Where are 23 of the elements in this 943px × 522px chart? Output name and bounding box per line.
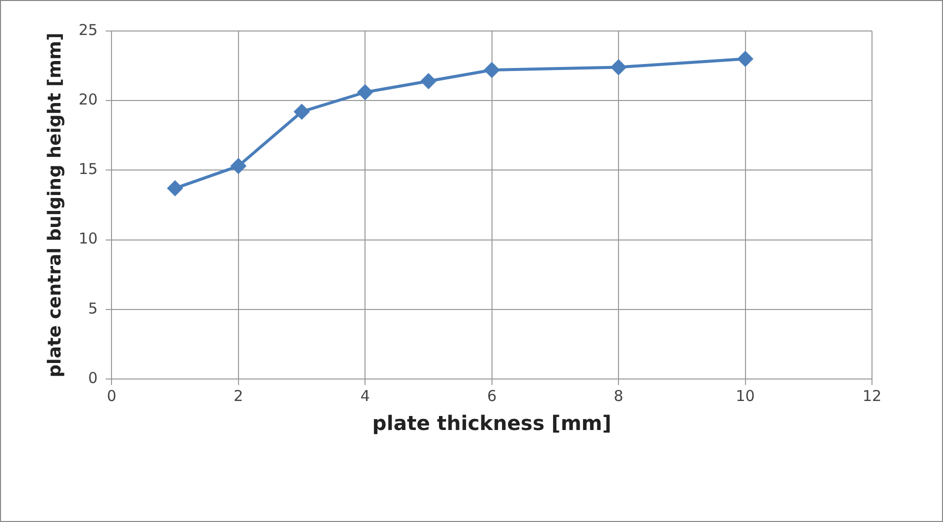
x-tick-label: 10 [736,386,755,405]
x-tick-label: 6 [487,386,497,405]
x-tick-label: 0 [106,386,116,405]
point [230,158,246,174]
y-tick-label: 5 [88,299,98,318]
y-tick-label: 10 [78,230,98,248]
point [738,51,753,66]
x-tick-label: 4 [360,386,370,405]
point [294,104,310,120]
x-tick-label: 2 [234,386,244,405]
y-axis-title: plate central bulging height [mm] [44,32,66,378]
point [168,180,183,196]
point [358,84,373,100]
point [420,74,436,89]
y-tick-label: 20 [78,90,98,108]
point [611,60,626,75]
x-tick-label: 12 [862,386,882,405]
y-tick-label: 0 [88,368,98,387]
point [484,62,500,78]
y-tick-label: 25 [78,20,98,39]
y-tick-label: 15 [78,160,98,178]
x-tick-label: 8 [614,386,624,405]
x-axis-title: plate thickness [mm] [372,411,612,436]
